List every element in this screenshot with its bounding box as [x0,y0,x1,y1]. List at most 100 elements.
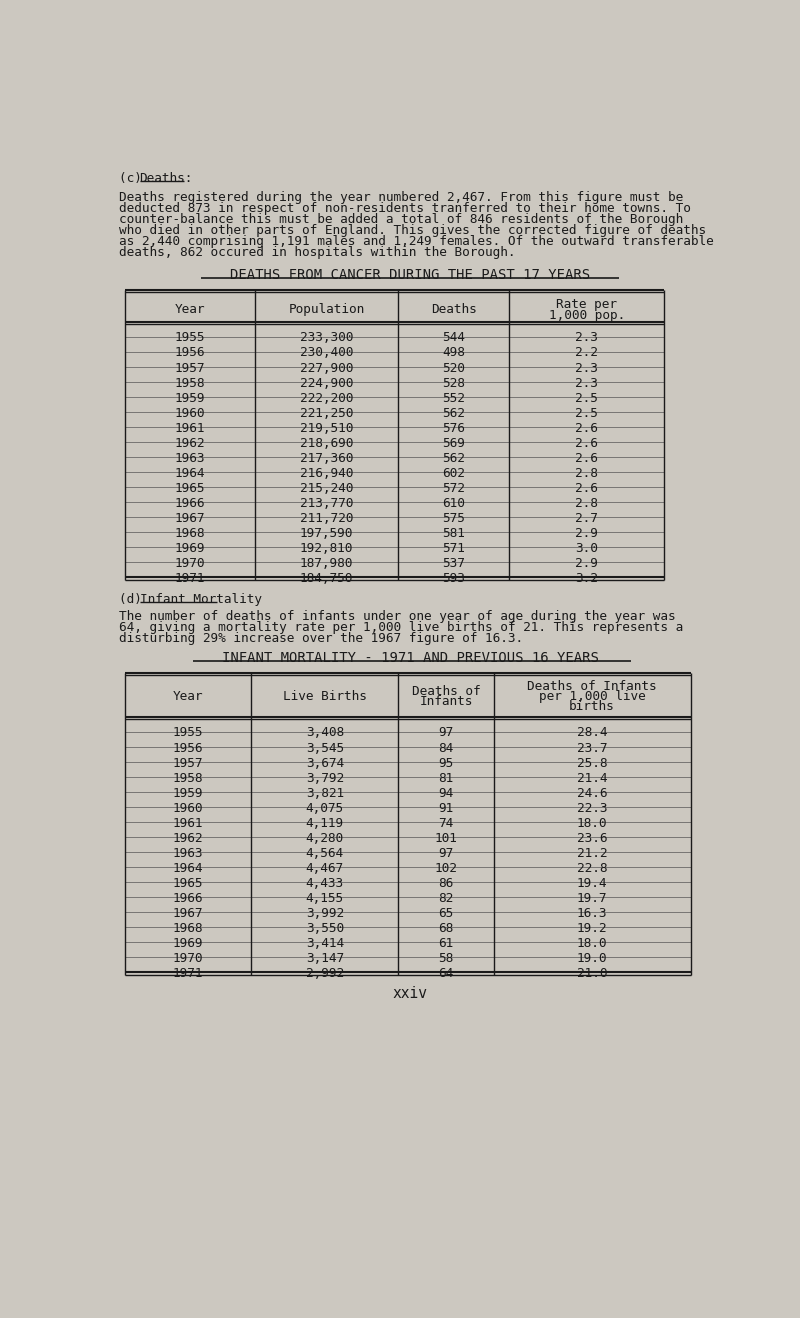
Text: 537: 537 [442,556,466,569]
Text: 23.7: 23.7 [577,742,607,754]
Text: Deaths registered during the year numbered 2,467. From this figure must be: Deaths registered during the year number… [119,191,684,203]
Text: 2.9: 2.9 [575,527,598,539]
Text: 101: 101 [434,832,458,845]
Text: 219,510: 219,510 [300,422,354,435]
Text: 21.0: 21.0 [577,966,607,979]
Text: 1956: 1956 [174,347,205,360]
Text: 3,821: 3,821 [306,787,344,800]
Text: 1959: 1959 [173,787,203,800]
Text: 1966: 1966 [173,892,203,904]
Text: 2.3: 2.3 [575,377,598,390]
Text: 3,674: 3,674 [306,757,344,770]
Text: 197,590: 197,590 [300,527,354,539]
Text: 3,408: 3,408 [306,726,344,739]
Text: 19.7: 19.7 [577,892,607,904]
Text: 562: 562 [442,452,466,465]
Text: 2.9: 2.9 [575,556,598,569]
Text: 4,155: 4,155 [306,892,344,904]
Text: 213,770: 213,770 [300,497,354,510]
Text: 21.4: 21.4 [577,771,607,784]
Text: 97: 97 [438,726,454,739]
Text: counter-balance this must be added a total of 846 residents of the Borough: counter-balance this must be added a tot… [119,212,684,225]
Text: 498: 498 [442,347,466,360]
Text: 1960: 1960 [174,406,205,419]
Text: 569: 569 [442,436,466,449]
Text: 233,300: 233,300 [300,332,354,344]
Text: 211,720: 211,720 [300,511,354,525]
Text: Deaths: Deaths [431,303,477,316]
Text: 65: 65 [438,907,454,920]
Text: 1963: 1963 [174,452,205,465]
Text: 3.0: 3.0 [575,542,598,555]
Text: 2.3: 2.3 [575,361,598,374]
Text: Population: Population [289,303,365,316]
Text: 1971: 1971 [173,966,203,979]
Text: 4,564: 4,564 [306,846,344,859]
Text: Year: Year [174,303,205,316]
Text: 227,900: 227,900 [300,361,354,374]
Text: Infants: Infants [419,695,473,708]
Text: 593: 593 [442,572,466,585]
Text: 84: 84 [438,742,454,754]
Text: 2.5: 2.5 [575,391,598,405]
Text: 2.6: 2.6 [575,436,598,449]
Text: 22.3: 22.3 [577,801,607,815]
Text: 575: 575 [442,511,466,525]
Text: as 2,440 comprising 1,191 males and 1,249 females. Of the outward transferable: as 2,440 comprising 1,191 males and 1,24… [119,235,714,248]
Text: 1962: 1962 [174,436,205,449]
Text: 610: 610 [442,497,466,510]
Text: 3,792: 3,792 [306,771,344,784]
Text: 1958: 1958 [174,377,205,390]
Text: 224,900: 224,900 [300,377,354,390]
Text: 1957: 1957 [174,361,205,374]
Text: 1955: 1955 [174,332,205,344]
Text: Rate per: Rate per [556,298,618,311]
Text: 2.3: 2.3 [575,332,598,344]
Text: 19.4: 19.4 [577,876,607,890]
Text: 1964: 1964 [174,467,205,480]
Text: 1965: 1965 [173,876,203,890]
Text: 81: 81 [438,771,454,784]
Text: 192,810: 192,810 [300,542,354,555]
Text: 4,119: 4,119 [306,817,344,829]
Text: 1968: 1968 [174,527,205,539]
Text: Year: Year [173,689,203,702]
Text: DEATHS FROM CANCER DURING THE PAST 17 YEARS: DEATHS FROM CANCER DURING THE PAST 17 YE… [230,269,590,282]
Text: 4,280: 4,280 [306,832,344,845]
Text: 2.6: 2.6 [575,481,598,494]
Text: 16.3: 16.3 [577,907,607,920]
Text: per 1,000 live: per 1,000 live [538,689,646,702]
Text: births: births [570,700,615,713]
Text: 602: 602 [442,467,466,480]
Text: 4,467: 4,467 [306,862,344,875]
Text: Deaths of: Deaths of [412,685,480,697]
Text: 2.7: 2.7 [575,511,598,525]
Text: 230,400: 230,400 [300,347,354,360]
Text: xxiv: xxiv [393,986,427,1002]
Text: deducted 873 in respect of non-residents tranferred to their home towns. To: deducted 873 in respect of non-residents… [119,202,691,215]
Text: 64, giving a mortality rate per 1,000 live births of 21. This represents a: 64, giving a mortality rate per 1,000 li… [119,621,684,634]
Text: 1961: 1961 [173,817,203,829]
Text: INFANT MORTALITY - 1971 AND PREVIOUS 16 YEARS: INFANT MORTALITY - 1971 AND PREVIOUS 16 … [222,651,598,666]
Text: 1963: 1963 [173,846,203,859]
Text: 19.0: 19.0 [577,952,607,965]
Text: 1966: 1966 [174,497,205,510]
Text: 21.2: 21.2 [577,846,607,859]
Text: 3,992: 3,992 [306,907,344,920]
Text: 1970: 1970 [173,952,203,965]
Text: 552: 552 [442,391,466,405]
Text: 581: 581 [442,527,466,539]
Text: 1971: 1971 [174,572,205,585]
Text: (c): (c) [119,173,150,185]
Text: 1958: 1958 [173,771,203,784]
Text: 1969: 1969 [173,937,203,950]
Text: 23.6: 23.6 [577,832,607,845]
Text: 215,240: 215,240 [300,481,354,494]
Text: 25.8: 25.8 [577,757,607,770]
Text: 61: 61 [438,937,454,950]
Text: The number of deaths of infants under one year of age during the year was: The number of deaths of infants under on… [119,610,676,623]
Text: 3,147: 3,147 [306,952,344,965]
Text: 19.2: 19.2 [577,921,607,934]
Text: (d): (d) [119,593,150,606]
Text: 2.6: 2.6 [575,422,598,435]
